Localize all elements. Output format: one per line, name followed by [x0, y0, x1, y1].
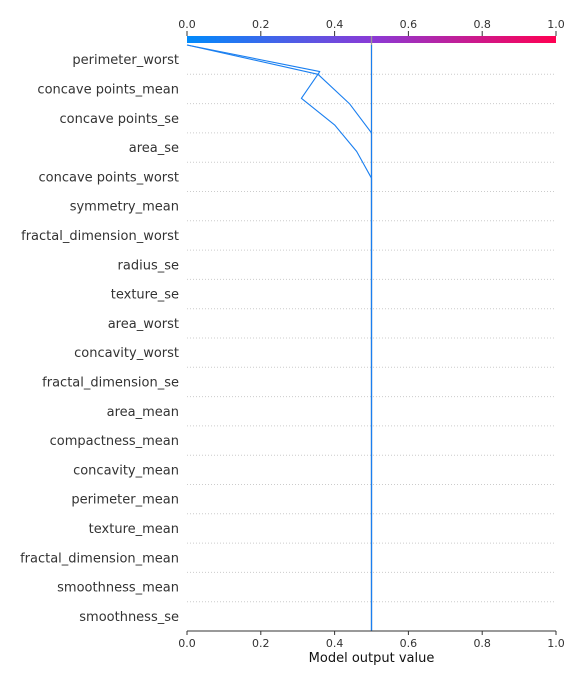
feature-label: concave points_se	[60, 112, 179, 127]
feature-label: concave points_worst	[38, 170, 179, 185]
bottom-tick-label: 1.0	[547, 637, 565, 650]
feature-label: perimeter_worst	[72, 53, 179, 68]
top-tick-label: 0.0	[178, 18, 196, 31]
top-tick-label: 1.0	[547, 18, 565, 31]
feature-label: fractal_dimension_worst	[21, 229, 179, 244]
bottom-tick-label: 0.0	[178, 637, 196, 650]
feature-label: smoothness_mean	[57, 581, 179, 596]
feature-label: symmetry_mean	[70, 200, 179, 215]
bottom-axis: 0.0 0.2 0.4 0.6 0.8 1.0	[178, 630, 565, 650]
bottom-tick-label: 0.2	[252, 637, 270, 650]
top-tick-label: 0.4	[326, 18, 344, 31]
bottom-tick-label: 0.8	[473, 637, 491, 650]
feature-label: fractal_dimension_mean	[20, 551, 179, 566]
feature-label: perimeter_mean	[71, 493, 179, 508]
feature-label: radius_se	[118, 258, 179, 273]
top-tick-label: 0.8	[473, 18, 491, 31]
feature-label: fractal_dimension_se	[42, 375, 179, 390]
feature-label: texture_mean	[89, 522, 179, 537]
feature-label: concavity_mean	[73, 463, 179, 478]
top-tick-label: 0.6	[400, 18, 418, 31]
feature-label: concave points_mean	[37, 82, 179, 97]
bottom-tick-label: 0.4	[326, 637, 344, 650]
feature-label: texture_se	[111, 288, 179, 303]
top-tick-label: 0.2	[252, 18, 270, 31]
feature-label: concavity_worst	[74, 346, 179, 361]
feature-label: compactness_mean	[50, 434, 179, 449]
x-axis-title: Model output value	[309, 651, 435, 666]
top-axis: 0.0 0.2 0.4 0.6 0.8 1.0	[178, 18, 565, 36]
feature-label: area_worst	[108, 317, 179, 332]
bottom-tick-label: 0.6	[400, 637, 418, 650]
feature-label: area_se	[129, 141, 179, 156]
feature-label: area_mean	[107, 405, 179, 420]
feature-label: smoothness_se	[79, 610, 179, 625]
decision-lines	[186, 44, 373, 631]
